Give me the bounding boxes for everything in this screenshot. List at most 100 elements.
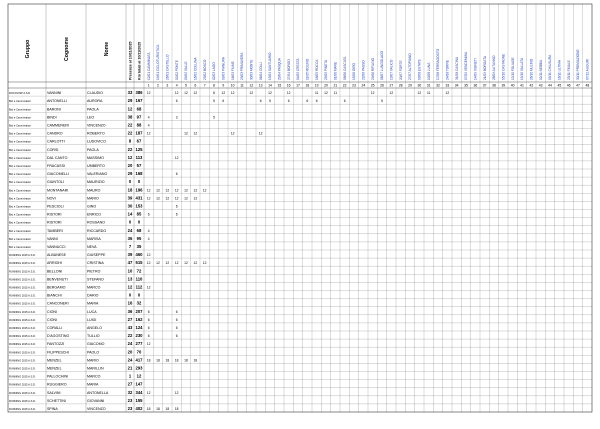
cell-gruppo: RUNNING 2015 A.S.D. — [9, 391, 36, 395]
cell-km-event: 12 — [175, 91, 179, 95]
cell-presenze: 38 — [128, 114, 133, 119]
cell-presenze: 13 — [128, 276, 133, 281]
cell-km-event: 12 — [175, 391, 179, 395]
table-row: Bici e Camminatori MONTANARI MAURO 18 196 12 1… — [9, 187, 207, 192]
event-number: 16 — [287, 84, 291, 88]
event-header: 30/03 MONTE — [250, 60, 254, 80]
cell-km-event: 11 — [315, 91, 319, 95]
cell-km-event: 12 — [156, 196, 160, 200]
cell-km: 196 — [136, 187, 144, 192]
event-number: 17 — [296, 84, 300, 88]
cell-presenze: 32 — [128, 390, 133, 395]
cell-presenze: 22 — [128, 333, 133, 338]
table-body: ROCCIOSP A.S.D. VANNINI CLAUDIO 33 386 12 12 12… — [9, 90, 449, 411]
event-number: 36 — [473, 84, 477, 88]
cell-km-event: 12 — [231, 132, 235, 136]
cell-km: 95 — [137, 236, 142, 241]
cell-km-event: 12 — [147, 286, 151, 290]
cell-km: 110 — [136, 276, 143, 281]
event-header: 04/05 CRESTA — [296, 58, 300, 80]
cell-km: 277 — [136, 341, 144, 346]
event-header: 12/10 FOLIAGE — [511, 57, 515, 80]
table-frame — [7, 3, 593, 413]
cell-km: 293 — [136, 366, 144, 371]
event-header: 02/11 NEBBIA — [539, 59, 543, 80]
event-number: 33 — [445, 84, 449, 88]
header-nome: Nome — [104, 42, 110, 57]
cell-km-event: 12 — [259, 132, 263, 136]
cell-presenze: 1 — [129, 374, 132, 379]
header-km: Km totali al 10/11/2025 — [138, 42, 142, 80]
table-row: Bici e Camminatori GIUNTOLI MAURIZIO 0 0 — [9, 179, 141, 184]
cell-km-event: 12 — [175, 156, 179, 160]
cell-cognome: CANCONERI — [47, 302, 69, 306]
cell-nome: VALERIANO — [87, 172, 108, 176]
cell-gruppo: RUNNING 2015 A.S.D. — [9, 310, 36, 314]
cell-km: 515 — [136, 260, 144, 265]
event-number: 31 — [427, 84, 431, 88]
cell-km: 125 — [136, 147, 144, 152]
cell-cognome: CIONI — [47, 318, 57, 322]
event-number: 3 — [166, 84, 168, 88]
event-header: 13/07 VALICO — [390, 59, 394, 80]
cell-km-event: 12 — [175, 196, 179, 200]
event-header: 14/09 VIGNETI — [474, 58, 478, 80]
cell-cognome: MENZEL — [47, 358, 62, 362]
table-row: Bici e Camminatori ANTONELLI AURORA 29 167 6 5… — [9, 98, 383, 103]
cell-gruppo: Bici e Camminatori — [9, 148, 31, 152]
table-row: RUNNING 2015 A.S.D. FILIPPESCHI PAOLO 20 70 — [9, 349, 142, 354]
cell-km-event: 6 — [176, 172, 178, 176]
cell-presenze: 12 — [128, 106, 133, 111]
event-header: 12/01 CAMMINATA — [147, 52, 151, 80]
cell-nome: MARIA — [87, 383, 99, 387]
cell-km: 0 — [138, 293, 141, 298]
cell-presenze: 43 — [128, 325, 133, 330]
cell-km-event: 3 — [176, 115, 178, 119]
cell-km-event: 18 — [175, 358, 179, 362]
cell-cognome: MONTANARI — [47, 188, 68, 192]
cell-presenze: 7 — [129, 244, 132, 249]
header-gruppo: Gruppo — [25, 40, 31, 59]
event-number: 39 — [501, 84, 505, 88]
cell-nome: ANTONELLA — [87, 391, 109, 395]
cell-km-event: 6 — [260, 99, 262, 103]
cell-presenze: 8 — [129, 139, 132, 144]
cell-km: 155 — [136, 398, 144, 403]
cell-km: 187 — [136, 131, 144, 136]
cell-gruppo: Bici e Camminatori — [9, 205, 31, 209]
cell-km: 168 — [136, 171, 144, 176]
cell-km-event: 12 — [287, 91, 291, 95]
cell-km: 35 — [137, 244, 142, 249]
cell-presenze: 29 — [128, 171, 133, 176]
table-row: ROCCIOSP A.S.D. VANNINI CLAUDIO 33 386 12 12 12… — [9, 90, 449, 95]
cell-cognome: RISTORI — [47, 221, 62, 225]
cell-cognome: BARONI — [47, 107, 61, 111]
cell-km-event: 12 — [175, 188, 179, 192]
event-number: 30 — [417, 84, 421, 88]
cell-cognome: PESCIOLI — [47, 205, 64, 209]
cell-gruppo: RUNNING 2015 A.S.D. — [9, 326, 36, 330]
cell-km-event: 11 — [427, 91, 431, 95]
cell-gruppo: Bici e Camminatori — [9, 156, 31, 160]
table-row: Bici e Camminatori RISTORI ROSSANO 0 0 — [9, 220, 141, 225]
cell-km-event: 11 — [334, 91, 338, 95]
cell-cognome: BINDI — [47, 115, 57, 119]
cell-gruppo: Bici e Camminatori — [9, 196, 31, 200]
table-row: Bici e Camminatori VANNUCCI NEVA 7 35 — [9, 244, 142, 249]
cell-cognome: FILIPPESCHI — [47, 350, 69, 354]
cell-presenze: 24 — [128, 228, 133, 233]
event-header: 05/10 CASTAGNE — [502, 54, 506, 80]
cell-presenze: 29 — [128, 98, 133, 103]
cell-gruppo: RUNNING 2015 A.S.D. — [9, 375, 36, 379]
cell-km: 112 — [136, 285, 143, 290]
cell-gruppo: Bici e Camminatori — [9, 140, 31, 144]
event-number: 24 — [361, 84, 365, 88]
cell-gruppo: ROCCIOSP A.S.D. — [9, 91, 31, 95]
cell-gruppo: Bici e Camminatori — [9, 237, 31, 241]
event-number: 41 — [520, 84, 524, 88]
cell-km-event: 12 — [389, 91, 393, 95]
event-number: 19 — [315, 84, 319, 88]
cell-nome: ANGELO — [87, 326, 102, 330]
cell-presenze: 14 — [128, 212, 133, 217]
